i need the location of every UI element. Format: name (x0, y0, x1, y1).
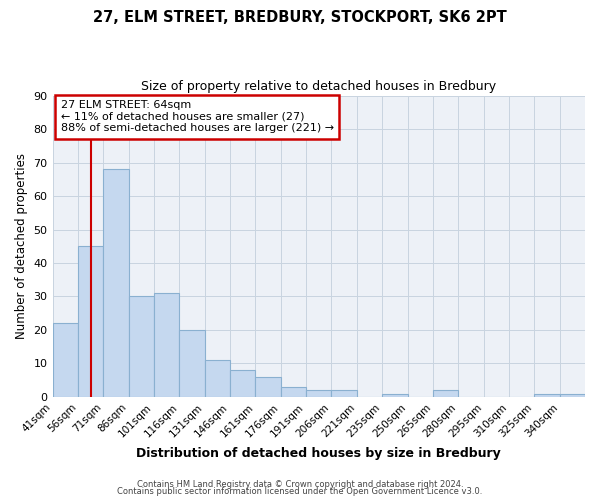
Bar (534, 394, 560, 397)
Bar (179, 330, 205, 397)
Bar (230, 370, 256, 397)
Bar (306, 390, 331, 397)
Y-axis label: Number of detached properties: Number of detached properties (15, 154, 28, 340)
Bar (78, 246, 103, 397)
Bar (154, 293, 179, 397)
Bar (53, 324, 78, 397)
Bar (560, 394, 585, 397)
Bar (205, 360, 230, 397)
Bar (433, 390, 458, 397)
Bar (281, 387, 306, 397)
Bar (382, 394, 407, 397)
Bar (331, 390, 357, 397)
Text: 27 ELM STREET: 64sqm
← 11% of detached houses are smaller (27)
88% of semi-detac: 27 ELM STREET: 64sqm ← 11% of detached h… (61, 100, 334, 134)
Bar (128, 296, 154, 397)
X-axis label: Distribution of detached houses by size in Bredbury: Distribution of detached houses by size … (136, 447, 501, 460)
Bar (103, 169, 128, 397)
Title: Size of property relative to detached houses in Bredbury: Size of property relative to detached ho… (141, 80, 496, 93)
Text: Contains HM Land Registry data © Crown copyright and database right 2024.: Contains HM Land Registry data © Crown c… (137, 480, 463, 489)
Text: Contains public sector information licensed under the Open Government Licence v3: Contains public sector information licen… (118, 487, 482, 496)
Bar (256, 377, 281, 397)
Text: 27, ELM STREET, BREDBURY, STOCKPORT, SK6 2PT: 27, ELM STREET, BREDBURY, STOCKPORT, SK6… (93, 10, 507, 25)
